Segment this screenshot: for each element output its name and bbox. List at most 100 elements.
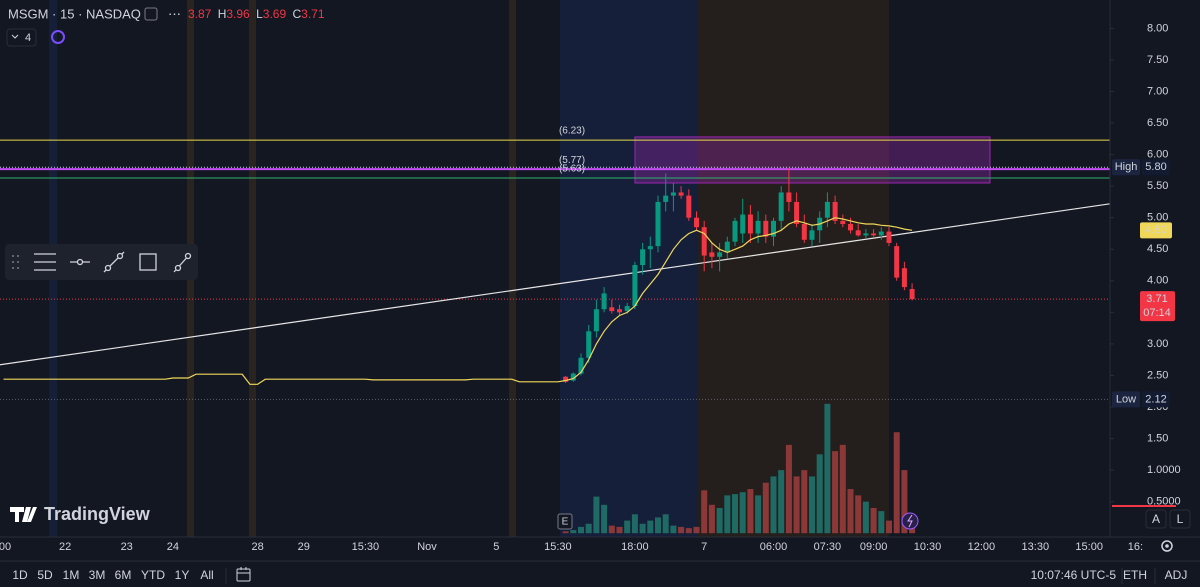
candle-body bbox=[670, 192, 676, 196]
volume-bar bbox=[685, 528, 692, 534]
volume-bar bbox=[631, 514, 638, 534]
goto-date-icon[interactable] bbox=[236, 567, 251, 582]
x-tick-label: 13:30 bbox=[1022, 541, 1050, 553]
candle-body bbox=[863, 233, 869, 236]
x-tick-label: 15:30 bbox=[544, 541, 572, 553]
range-button[interactable]: 6M bbox=[115, 568, 132, 582]
range-button[interactable]: 3M bbox=[89, 568, 106, 582]
event-marker[interactable] bbox=[557, 513, 573, 530]
low-name: Low bbox=[1116, 393, 1136, 405]
volume-bar bbox=[639, 523, 646, 534]
icon[interactable] bbox=[144, 7, 158, 21]
high-letter: H bbox=[218, 7, 227, 21]
candle-body bbox=[732, 220, 738, 242]
y-tick-label: 6.00 bbox=[1147, 149, 1168, 161]
x-tick-label: 06:00 bbox=[760, 541, 788, 553]
session-toggle[interactable]: ETH bbox=[1123, 568, 1147, 582]
y-tick-label: 5.00 bbox=[1147, 212, 1168, 224]
high-value: 5.80 bbox=[1145, 161, 1166, 173]
low-value: 3.69 bbox=[263, 7, 287, 21]
open-value: 3.87 bbox=[188, 7, 212, 21]
range-button[interactable]: 1D bbox=[12, 568, 28, 582]
volume-bar bbox=[655, 517, 661, 534]
x-tick-label: 7 bbox=[701, 541, 707, 553]
tool-horizontal-lines[interactable] bbox=[34, 253, 56, 271]
candle-body bbox=[901, 268, 907, 288]
volume-bar bbox=[839, 444, 846, 534]
candle-body bbox=[747, 214, 753, 234]
volume-bar bbox=[801, 470, 808, 534]
candle-body bbox=[593, 309, 599, 332]
settings-icon[interactable] bbox=[1161, 540, 1173, 552]
range-button[interactable]: YTD bbox=[141, 568, 165, 582]
y-tick-label: 0.5000 bbox=[1147, 496, 1181, 508]
range-button[interactable]: 1Y bbox=[175, 568, 190, 582]
low-letter: L bbox=[256, 7, 263, 21]
y-tick-label: 6.50 bbox=[1147, 117, 1168, 129]
high-value-bg bbox=[1142, 159, 1170, 176]
range-button[interactable]: 1M bbox=[63, 568, 80, 582]
price-axis: 8.007.507.006.506.005.505.004.504.003.50… bbox=[1110, 22, 1181, 508]
candle-body bbox=[563, 376, 569, 382]
candle-body bbox=[894, 246, 900, 278]
adjust-toggle[interactable]: ADJ bbox=[1165, 568, 1188, 582]
bottom-toolbar bbox=[0, 561, 1200, 587]
candle-body bbox=[678, 192, 684, 196]
x-tick-label: 28 bbox=[251, 541, 263, 553]
candle-body bbox=[701, 227, 707, 256]
range-button[interactable]: 5D bbox=[37, 568, 53, 582]
candle-body bbox=[632, 265, 638, 307]
logo-text: TradingView bbox=[44, 504, 151, 524]
candle-body bbox=[763, 220, 769, 237]
scale-button[interactable] bbox=[1169, 509, 1191, 529]
candle-body bbox=[840, 220, 846, 225]
volume-bar bbox=[739, 492, 746, 534]
x-tick-label: 23 bbox=[121, 541, 133, 553]
trend-line bbox=[0, 203, 1110, 366]
candle-body bbox=[663, 195, 669, 202]
volume-bar bbox=[816, 454, 823, 534]
x-tick-label: 18:00 bbox=[621, 541, 649, 553]
level-label: (5.77) bbox=[559, 155, 585, 166]
clock: 10:07:46 UTC-5 bbox=[1031, 568, 1117, 582]
high-name: High bbox=[1115, 161, 1138, 173]
volume-bar bbox=[708, 504, 715, 534]
range-buttons: 1D 5D 1M 3M 6M YTD 1Y All bbox=[12, 568, 213, 582]
candle-body bbox=[878, 231, 884, 236]
candle-body bbox=[848, 224, 853, 231]
scale-button[interactable] bbox=[1145, 509, 1167, 529]
last-price: 3.71 bbox=[1146, 293, 1167, 305]
x-tick-label: 24 bbox=[167, 541, 179, 553]
high-value: 3.96 bbox=[226, 7, 250, 21]
more-dots[interactable]: ⋯ bbox=[168, 6, 181, 21]
low-value-bg bbox=[1142, 391, 1170, 408]
volume-bar bbox=[855, 495, 862, 534]
volume-bar bbox=[785, 444, 792, 534]
tool-rectangle[interactable] bbox=[139, 253, 157, 271]
volume-bar bbox=[886, 520, 892, 534]
high-name-bg bbox=[1112, 159, 1140, 176]
candle-body bbox=[794, 201, 800, 225]
y-tick-label: 7.00 bbox=[1147, 85, 1168, 97]
tool-handle bbox=[76, 258, 84, 266]
x-tick-label: 15:30 bbox=[352, 541, 380, 553]
price-zone bbox=[634, 136, 991, 184]
x-tick-label: 10:30 bbox=[914, 541, 942, 553]
y-tick-label: 7.50 bbox=[1147, 54, 1168, 66]
candle-body bbox=[624, 306, 630, 312]
volume-bar bbox=[893, 432, 900, 534]
indicators-toggle[interactable] bbox=[6, 28, 37, 47]
volume-bar bbox=[701, 490, 708, 534]
logo-mark bbox=[10, 507, 37, 522]
range-button[interactable]: All bbox=[200, 568, 213, 582]
candle-body bbox=[570, 373, 576, 381]
indicator-icon[interactable] bbox=[51, 30, 65, 44]
volume-bar bbox=[662, 514, 669, 534]
event-label: E bbox=[562, 517, 569, 528]
x-tick-label: 16: bbox=[1128, 541, 1143, 553]
volume-bar bbox=[608, 525, 615, 534]
candle-body bbox=[755, 220, 761, 234]
candle-body bbox=[809, 230, 815, 240]
candle-body bbox=[586, 331, 592, 358]
candle-body bbox=[801, 224, 807, 240]
